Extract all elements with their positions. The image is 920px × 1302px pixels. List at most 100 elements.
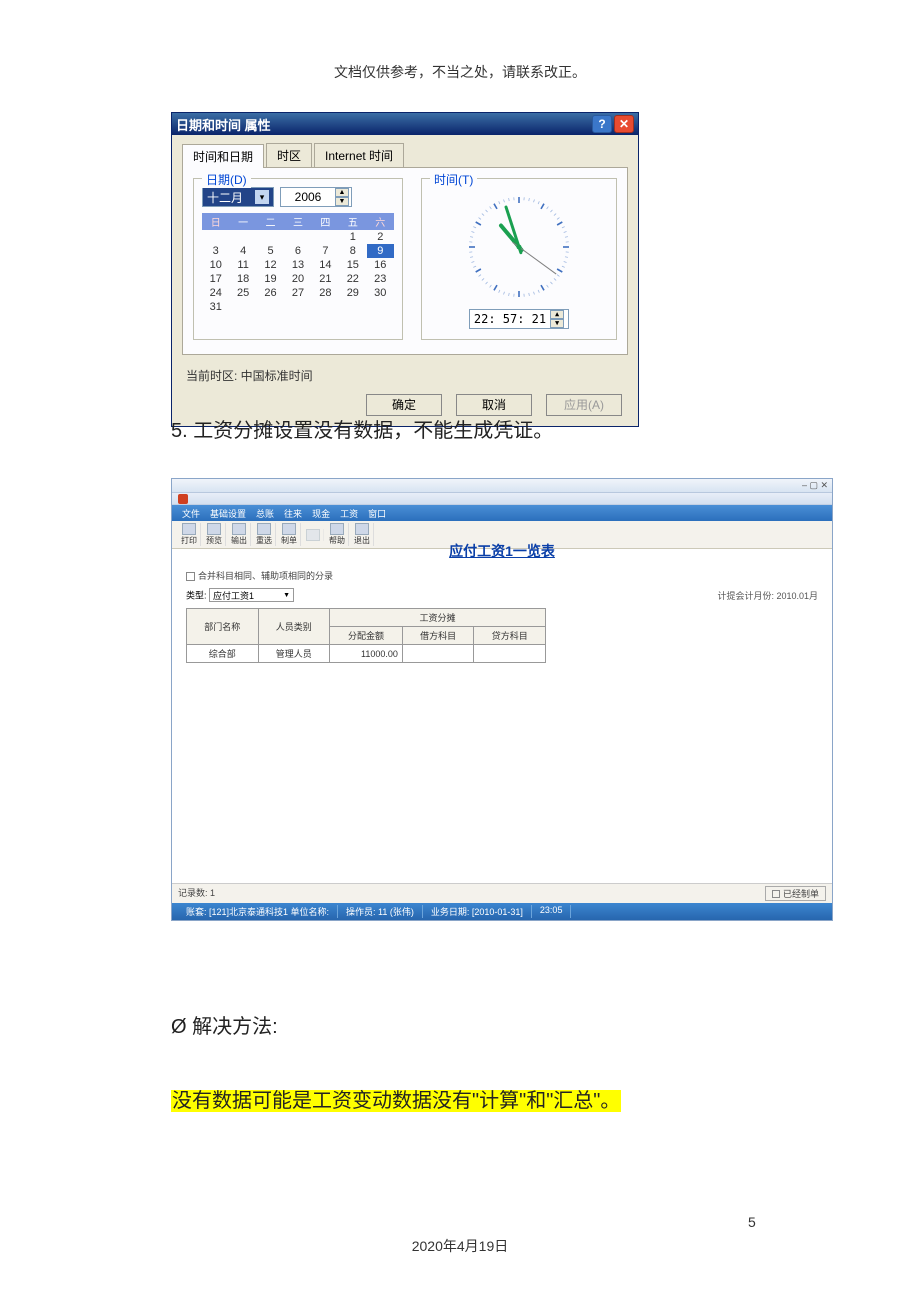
tool-label: 制单 — [281, 535, 297, 546]
tab-internet-time[interactable]: Internet 时间 — [314, 143, 404, 167]
table-cell — [474, 645, 546, 663]
calendar-day[interactable]: 2 — [367, 230, 394, 244]
tool-label: 输出 — [231, 535, 247, 546]
calendar-day[interactable]: 1 — [339, 230, 366, 244]
salary-table: 部门名称 人员类别 工资分摊 分配金额 借方科目 贷方科目 综合部管理人员110… — [186, 608, 546, 663]
year-down-icon[interactable]: ▼ — [335, 197, 349, 206]
menu-item[interactable]: 工资 — [340, 507, 358, 520]
tool-icon — [257, 523, 271, 535]
calendar-day[interactable]: 17 — [202, 272, 229, 286]
year-spinner[interactable]: 2006 ▲▼ — [280, 187, 352, 207]
calendar-day[interactable]: 12 — [257, 258, 284, 272]
menu-item[interactable]: 窗口 — [368, 507, 386, 520]
calendar-day[interactable]: 21 — [312, 272, 339, 286]
calendar-day[interactable]: 5 — [257, 244, 284, 258]
done-tag[interactable]: 已经制单 — [765, 886, 826, 901]
year-value: 2006 — [281, 190, 335, 204]
calendar-day[interactable]: 22 — [339, 272, 366, 286]
toolbar-button[interactable]: 打印 — [178, 523, 201, 546]
calendar-day[interactable]: 8 — [339, 244, 366, 258]
tabstrip: 时间和日期 时区 Internet 时间 — [182, 143, 628, 168]
menu-item[interactable]: 基础设置 — [210, 507, 246, 520]
cancel-button[interactable]: 取消 — [456, 394, 532, 416]
solution-heading: Ø 解决方法: — [171, 1010, 278, 1039]
tool-icon — [207, 523, 221, 535]
status-cell: 账套: [121]北京泰通科技1 单位名称: — [178, 905, 338, 918]
month-combo[interactable]: 十二月 ▾ — [202, 187, 274, 207]
calendar-day[interactable]: 6 — [284, 244, 311, 258]
app-logo-icon — [178, 494, 188, 504]
tool-label: 重选 — [256, 535, 272, 546]
merge-checkbox-label: 合并科目相同、辅助项相同的分录 — [198, 571, 333, 581]
month-value: 十二月 — [207, 189, 243, 206]
calendar-day[interactable]: 27 — [284, 286, 311, 300]
calendar[interactable]: 日一二三四五六 12345678910111213141516171819202… — [202, 213, 394, 314]
calendar-day[interactable]: 24 — [202, 286, 229, 300]
calendar-day[interactable]: 28 — [312, 286, 339, 300]
calendar-day[interactable]: 18 — [229, 272, 256, 286]
toolbar-button[interactable]: 预览 — [203, 523, 226, 546]
status-cell: 操作员: 11 (张伟) — [338, 905, 423, 918]
help-button[interactable]: ? — [592, 115, 612, 133]
toolbar-button[interactable]: 帮助 — [326, 523, 349, 546]
dow-header: 日 — [202, 213, 229, 230]
close-button[interactable]: ✕ — [614, 115, 634, 133]
tab-time-and-date[interactable]: 时间和日期 — [182, 144, 264, 168]
type-value: 应付工资1 — [213, 589, 254, 602]
apply-button[interactable]: 应用(A) — [546, 394, 622, 416]
type-combo[interactable]: 应付工资1 ▼ — [209, 588, 294, 602]
calendar-day[interactable]: 10 — [202, 258, 229, 272]
record-count: 记录数: 1 — [178, 886, 215, 901]
calendar-day[interactable]: 11 — [229, 258, 256, 272]
calendar-day[interactable]: 4 — [229, 244, 256, 258]
merge-checkbox[interactable] — [186, 572, 195, 581]
time-down-icon[interactable]: ▼ — [550, 319, 564, 328]
window-controls[interactable]: – ▢ ✕ — [802, 480, 828, 491]
menu-item[interactable]: 总账 — [256, 507, 274, 520]
calendar-day[interactable]: 16 — [367, 258, 394, 272]
calendar-day[interactable]: 14 — [312, 258, 339, 272]
calendar-day[interactable]: 26 — [257, 286, 284, 300]
col-credit: 贷方科目 — [474, 627, 546, 645]
time-up-icon[interactable]: ▲ — [550, 310, 564, 319]
calendar-day[interactable]: 15 — [339, 258, 366, 272]
calendar-day[interactable]: 9 — [367, 244, 394, 258]
date-fieldset: 日期(D) 十二月 ▾ 2006 ▲▼ 日一二三四五六 123456789101… — [193, 178, 403, 340]
dialog-title: 日期和时间 属性 — [176, 115, 590, 134]
year-up-icon[interactable]: ▲ — [335, 188, 349, 197]
toolbar-button[interactable]: 退出 — [351, 523, 374, 546]
date-legend: 日期(D) — [202, 171, 251, 188]
dow-header: 二 — [257, 213, 284, 230]
table-cell — [402, 645, 474, 663]
tab-timezone[interactable]: 时区 — [266, 143, 312, 167]
calendar-day — [339, 300, 366, 314]
menu-item[interactable]: 文件 — [182, 507, 200, 520]
toolbar-button[interactable]: 重选 — [253, 523, 276, 546]
tool-label: 帮助 — [329, 535, 345, 546]
tool-icon — [232, 523, 246, 535]
calendar-day — [284, 300, 311, 314]
calendar-day[interactable]: 29 — [339, 286, 366, 300]
merge-checkbox-row: 合并科目相同、辅助项相同的分录 — [186, 569, 818, 582]
calendar-day[interactable]: 13 — [284, 258, 311, 272]
calendar-day[interactable]: 30 — [367, 286, 394, 300]
calendar-day[interactable]: 25 — [229, 286, 256, 300]
calendar-day[interactable]: 20 — [284, 272, 311, 286]
time-value: 22: 57: 21 — [474, 312, 546, 326]
calendar-day[interactable]: 23 — [367, 272, 394, 286]
menu-item[interactable]: 现金 — [312, 507, 330, 520]
ok-button[interactable]: 确定 — [366, 394, 442, 416]
calendar-day[interactable]: 3 — [202, 244, 229, 258]
menu-item[interactable]: 往来 — [284, 507, 302, 520]
calendar-day[interactable]: 31 — [202, 300, 229, 314]
time-spinner[interactable]: 22: 57: 21 ▲▼ — [469, 309, 569, 329]
toolbar-button[interactable]: 制单 — [278, 523, 301, 546]
page-number: 5 — [748, 1214, 756, 1230]
toolbar-button[interactable]: 输出 — [228, 523, 251, 546]
tool-label: 退出 — [354, 535, 370, 546]
table-row[interactable]: 综合部管理人员11000.00 — [187, 645, 546, 663]
app-titlebar: – ▢ ✕ — [172, 479, 832, 493]
calendar-day[interactable]: 19 — [257, 272, 284, 286]
col-dept: 部门名称 — [187, 609, 259, 645]
calendar-day[interactable]: 7 — [312, 244, 339, 258]
